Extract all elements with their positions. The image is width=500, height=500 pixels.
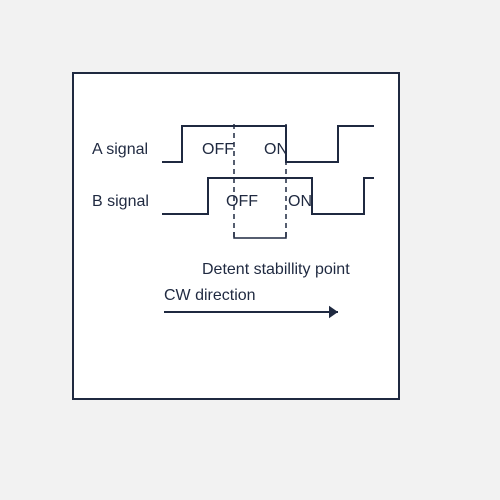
svg-text:B signal: B signal: [92, 193, 149, 210]
diagram-card: A signal OFF ON B signal OFF ON Detent stabill…: [72, 72, 400, 400]
svg-text:ON: ON: [264, 141, 288, 158]
detent-bracket: [234, 232, 286, 238]
timing-diagram: A signal OFF ON B signal OFF ON Detent stabill…: [74, 74, 402, 402]
svg-text:OFF: OFF: [202, 141, 234, 158]
svg-text:A signal: A signal: [92, 141, 148, 158]
svg-text:OFF: OFF: [226, 193, 258, 210]
svg-text:Detent stabillity point: Detent stabillity point: [202, 261, 350, 278]
svg-text:CW direction: CW direction: [164, 287, 256, 304]
waveform: [162, 178, 374, 214]
svg-text:ON: ON: [288, 193, 312, 210]
cw-arrow-head: [329, 306, 338, 319]
